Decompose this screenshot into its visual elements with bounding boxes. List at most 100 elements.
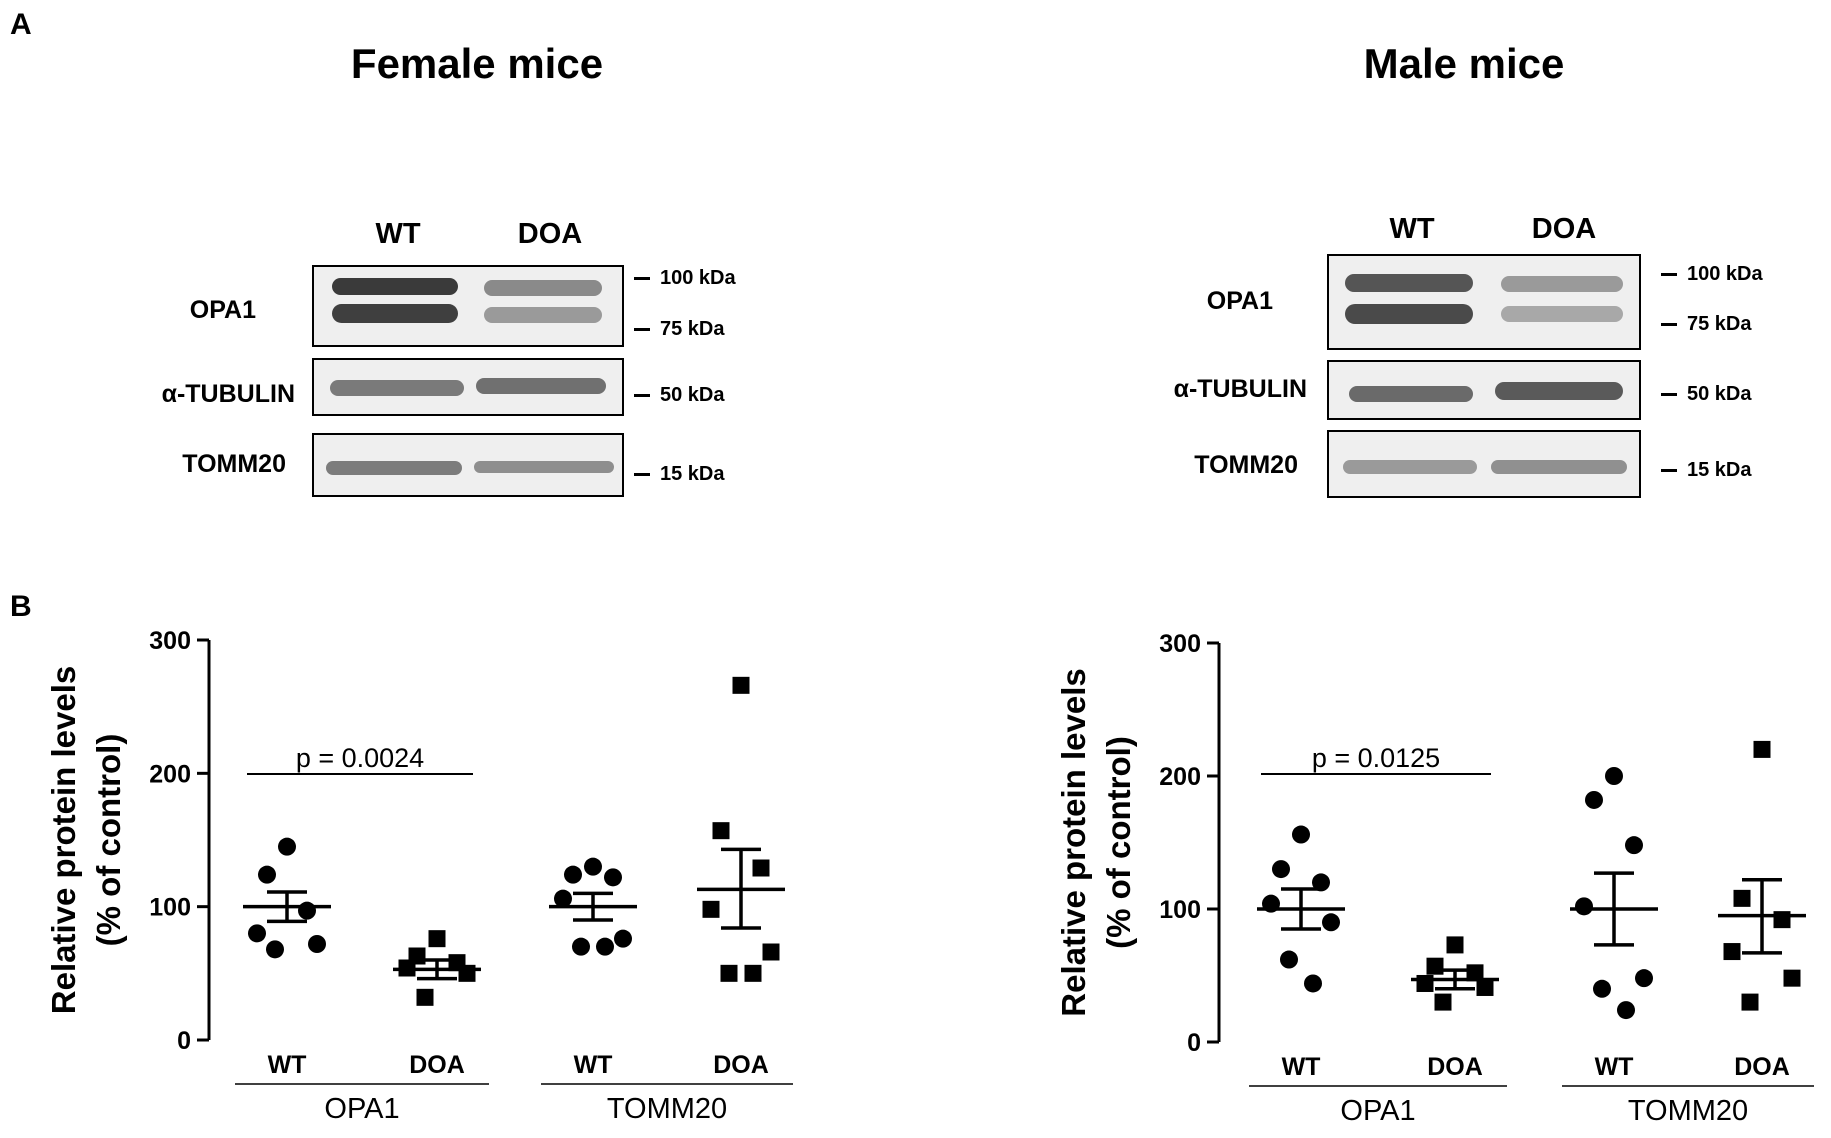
data-point — [614, 929, 632, 948]
data-point — [1585, 790, 1603, 809]
band — [1343, 460, 1477, 474]
band — [1491, 460, 1627, 474]
band — [476, 378, 606, 394]
band — [332, 304, 458, 323]
data-point — [298, 901, 316, 920]
male-row-tomm20: TOMM20 — [1194, 451, 1298, 479]
data-point — [1272, 860, 1290, 879]
y-tick-label: 0 — [1187, 1029, 1201, 1057]
y-tick-label: 300 — [1159, 630, 1201, 658]
male-title: Male mice — [1363, 40, 1565, 87]
band — [484, 307, 602, 323]
female-lane-wt: WT — [375, 218, 421, 250]
data-point — [732, 676, 750, 694]
female-title: Female mice — [350, 40, 604, 87]
female-tubulin-blot — [312, 358, 624, 416]
y-tick-label: 200 — [149, 760, 191, 788]
female-opa1-blot — [312, 265, 624, 347]
data-point — [308, 935, 326, 953]
y-tick-label: 200 — [1159, 763, 1201, 791]
band — [1501, 276, 1623, 292]
male-opa1-blot — [1327, 254, 1641, 350]
data-point — [1635, 969, 1653, 988]
x-tick-label: DOA — [1734, 1053, 1790, 1081]
data-point — [702, 900, 720, 918]
male-row-tubulin: α-TUBULIN — [1173, 375, 1307, 403]
data-point — [1753, 740, 1771, 758]
data-point — [1426, 957, 1444, 975]
x-tick-label: DOA — [713, 1051, 769, 1079]
data-point — [554, 889, 572, 908]
data-point — [1741, 993, 1759, 1011]
y-tick-label: 100 — [149, 894, 191, 922]
group-label: OPA1 — [1340, 1095, 1415, 1127]
data-point — [1723, 943, 1741, 961]
male-marker-75: 75 kDa — [1661, 313, 1752, 336]
data-point — [1605, 767, 1623, 785]
x-tick-label: WT — [1595, 1053, 1634, 1081]
female-marker-50: 50 kDa — [634, 384, 725, 407]
female-scatter-chart: Relative protein levels (% of control) 0 10… — [45, 627, 793, 1125]
data-point — [1617, 1001, 1635, 1020]
data-point — [584, 857, 602, 876]
data-point — [564, 865, 582, 884]
x-tick-label: DOA — [409, 1051, 465, 1079]
p-value-annotation: p = 0.0024 — [296, 743, 424, 773]
data-point — [1434, 993, 1452, 1011]
female-marker-100: 100 kDa — [634, 267, 736, 290]
x-tick-label: WT — [268, 1051, 307, 1079]
band — [1495, 382, 1623, 400]
data-point — [1304, 974, 1322, 993]
male-marker-100: 100 kDa — [1661, 263, 1763, 286]
data-point — [1416, 974, 1434, 992]
data-point — [1593, 979, 1611, 998]
male-marker-50: 50 kDa — [1661, 383, 1752, 406]
band — [1345, 304, 1473, 324]
y-axis-label-units: (% of control) — [90, 734, 127, 947]
band — [1345, 274, 1473, 292]
data-point — [1476, 978, 1494, 996]
data-point — [1575, 897, 1593, 916]
panel-b-label: B — [10, 590, 32, 623]
female-row-tubulin: α-TUBULIN — [161, 380, 295, 408]
data-point — [572, 937, 590, 956]
x-tick-label: DOA — [1427, 1053, 1483, 1081]
data-point — [258, 865, 276, 884]
female-marker-75: 75 kDa — [634, 318, 725, 341]
data-point — [416, 988, 434, 1006]
data-point — [720, 964, 738, 982]
male-tomm20-blot — [1327, 430, 1641, 498]
female-row-opa1: OPA1 — [189, 296, 256, 324]
data-point — [596, 937, 614, 956]
data-point — [752, 859, 770, 877]
band — [330, 380, 464, 396]
y-tick-label: 300 — [149, 627, 191, 655]
band — [484, 280, 602, 296]
male-tubulin-blot — [1327, 360, 1641, 420]
data-point — [1783, 969, 1801, 987]
y-tick-label: 100 — [1159, 896, 1201, 924]
x-tick-label: WT — [574, 1051, 613, 1079]
data-point — [1292, 825, 1310, 844]
data-point — [248, 924, 266, 943]
band — [332, 278, 458, 295]
male-lane-doa: DOA — [1531, 213, 1597, 245]
y-tick-label: 0 — [177, 1027, 191, 1055]
data-point — [266, 940, 284, 959]
data-point — [1280, 950, 1298, 969]
data-point — [458, 964, 476, 982]
female-lane-doa: DOA — [517, 218, 583, 250]
band — [326, 461, 462, 475]
female-marker-15: 15 kDa — [634, 463, 725, 486]
male-lane-wt: WT — [1389, 213, 1435, 245]
y-axis-label: Relative protein levels — [45, 666, 82, 1014]
group-label: TOMM20 — [1628, 1095, 1748, 1127]
data-point — [1625, 836, 1643, 855]
band — [1349, 386, 1473, 402]
y-axis-label: Relative protein levels — [1055, 668, 1092, 1016]
data-point — [1312, 873, 1330, 892]
data-point — [744, 964, 762, 982]
x-tick-label: WT — [1282, 1053, 1321, 1081]
group-label: TOMM20 — [607, 1093, 727, 1125]
p-value-annotation: p = 0.0125 — [1312, 743, 1440, 773]
